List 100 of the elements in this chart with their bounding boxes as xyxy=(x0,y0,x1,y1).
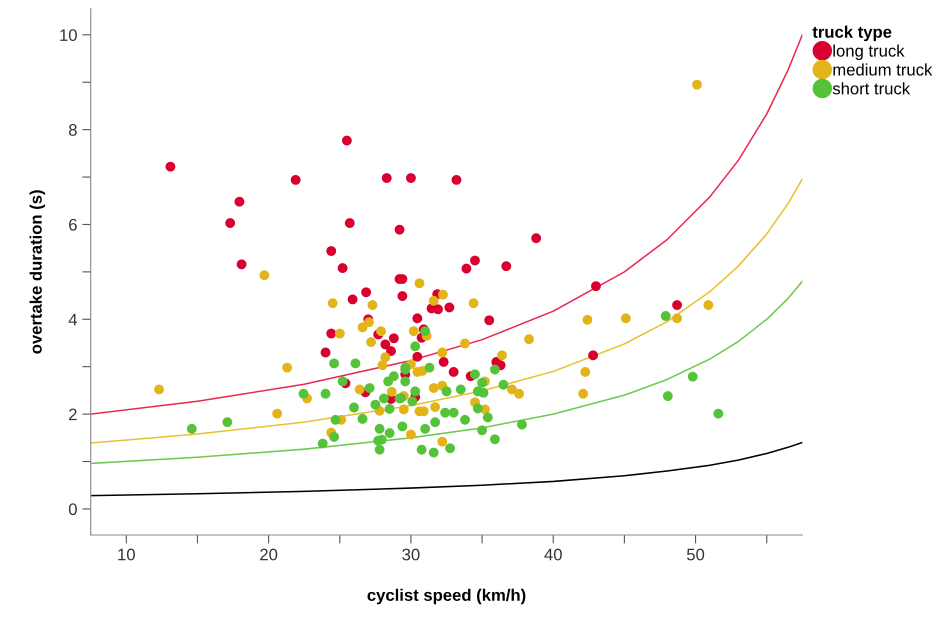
x-tick-label: 50 xyxy=(686,548,704,560)
point xyxy=(338,376,348,386)
legend-label: long truck xyxy=(833,44,905,60)
point xyxy=(386,346,396,356)
point xyxy=(384,404,394,414)
point xyxy=(318,438,328,448)
point xyxy=(376,326,386,336)
point xyxy=(497,350,507,360)
point xyxy=(282,362,292,373)
point xyxy=(588,350,598,360)
y-tick-label: 10 xyxy=(60,29,77,42)
point xyxy=(354,384,365,394)
point xyxy=(420,424,430,434)
point xyxy=(338,263,348,273)
point xyxy=(236,259,246,270)
point xyxy=(490,364,500,374)
point xyxy=(580,367,590,377)
point xyxy=(378,360,388,370)
point xyxy=(408,326,419,336)
point xyxy=(531,233,542,244)
point xyxy=(344,218,355,228)
point xyxy=(448,367,459,377)
point xyxy=(320,388,330,399)
point xyxy=(330,414,340,425)
point xyxy=(374,424,385,434)
point xyxy=(430,402,440,412)
point xyxy=(329,432,339,442)
point xyxy=(490,434,500,444)
point xyxy=(484,315,494,326)
point xyxy=(406,430,416,440)
x-tick-label: 40 xyxy=(544,548,562,560)
point xyxy=(290,174,301,185)
point xyxy=(166,162,176,172)
point xyxy=(154,384,164,394)
point xyxy=(524,334,534,344)
point xyxy=(437,436,448,447)
point xyxy=(382,173,392,183)
point xyxy=(517,420,527,430)
point xyxy=(414,278,424,288)
point xyxy=(398,404,409,414)
point xyxy=(349,402,359,412)
point xyxy=(498,380,508,390)
point xyxy=(374,444,385,455)
point xyxy=(438,290,448,300)
point xyxy=(334,328,345,338)
point xyxy=(361,287,372,298)
point xyxy=(378,394,389,404)
legend-label: short truck xyxy=(832,82,910,94)
point xyxy=(444,302,454,312)
point xyxy=(660,311,671,321)
point xyxy=(370,400,380,410)
y-tick-label: 8 xyxy=(68,124,77,136)
point xyxy=(424,362,434,373)
point xyxy=(320,348,330,358)
point xyxy=(438,357,449,367)
y-axis-title: overtake duration (s) xyxy=(30,190,46,354)
point xyxy=(348,294,358,304)
point xyxy=(388,371,399,382)
point xyxy=(386,386,397,397)
point xyxy=(470,256,480,266)
point xyxy=(380,340,390,350)
point xyxy=(397,291,408,301)
line-series xyxy=(90,34,802,415)
point xyxy=(620,313,631,324)
point xyxy=(692,80,702,90)
point xyxy=(364,383,375,393)
point xyxy=(366,337,376,347)
y-tick-label: 0 xyxy=(68,503,77,516)
point xyxy=(400,376,410,386)
point xyxy=(358,322,368,332)
point xyxy=(342,136,352,146)
point xyxy=(186,424,197,434)
point xyxy=(448,408,459,418)
point xyxy=(328,298,338,308)
point xyxy=(368,300,378,310)
point xyxy=(428,448,439,458)
point xyxy=(406,173,416,183)
point xyxy=(234,196,244,207)
point xyxy=(578,388,588,399)
point xyxy=(407,396,418,406)
point xyxy=(713,408,724,419)
point xyxy=(433,304,443,314)
point xyxy=(259,270,270,280)
point xyxy=(225,218,236,228)
y-tick-label: 2 xyxy=(69,408,77,420)
point xyxy=(437,348,448,358)
legend-label: medium truck xyxy=(833,63,932,76)
point xyxy=(452,174,462,185)
point xyxy=(582,314,592,325)
line-series xyxy=(90,280,802,464)
point xyxy=(703,300,714,310)
point xyxy=(384,428,394,438)
point xyxy=(410,386,420,396)
point xyxy=(482,412,493,422)
point xyxy=(394,224,404,235)
point xyxy=(460,414,470,425)
point xyxy=(428,383,439,393)
point xyxy=(470,369,480,380)
point xyxy=(410,341,420,352)
point xyxy=(445,443,455,454)
